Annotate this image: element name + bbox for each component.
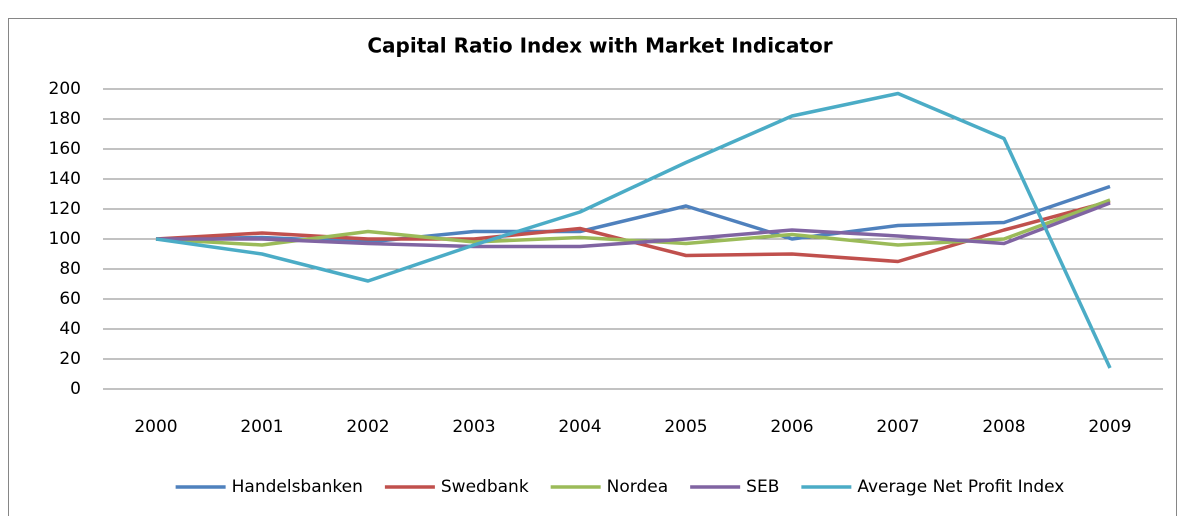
- x-tick-label: 2000: [134, 417, 177, 437]
- x-tick-label: 2009: [1088, 417, 1131, 437]
- x-tick-label: 2004: [558, 417, 601, 437]
- y-tick-label: 120: [49, 199, 81, 219]
- x-tick-label: 2001: [240, 417, 283, 437]
- series-line: [156, 201, 1111, 249]
- series-line: [155, 198, 1111, 247]
- x-tick-label: 2007: [876, 417, 919, 437]
- x-tick-label: 2008: [982, 417, 1025, 437]
- legend-label: Handelsbanken: [232, 477, 363, 497]
- y-tick-label: 20: [59, 349, 81, 369]
- chart-title: Capital Ratio Index with Market Indicato…: [367, 34, 832, 58]
- x-tick-label: 2005: [664, 417, 707, 437]
- x-tick-label: 2003: [452, 417, 495, 437]
- x-tick-label: 2002: [346, 417, 389, 437]
- legend-label: Nordea: [607, 477, 668, 497]
- x-tick-label: 2006: [770, 417, 813, 437]
- y-tick-label: 80: [59, 259, 81, 279]
- y-tick-label: 40: [59, 319, 81, 339]
- y-tick-label: 180: [49, 109, 81, 129]
- series-line: [155, 91, 1112, 369]
- legend-label: Average Net Profit Index: [857, 477, 1064, 497]
- y-tick-label: 200: [49, 79, 81, 99]
- legend-label: SEB: [746, 477, 779, 497]
- legend-label: Swedbank: [441, 477, 529, 497]
- y-tick-label: 60: [59, 289, 81, 309]
- y-tick-label: 160: [49, 139, 81, 159]
- y-tick-label: 100: [49, 229, 81, 249]
- y-tick-label: 0: [70, 379, 81, 399]
- y-tick-label: 140: [49, 169, 81, 189]
- chart-border: [8, 18, 1177, 516]
